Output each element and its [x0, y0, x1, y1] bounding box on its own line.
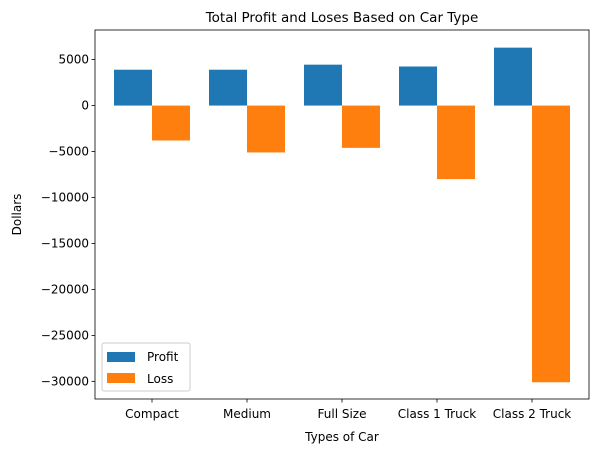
- y-tick-label: −20000: [41, 282, 89, 296]
- x-axis-ticks: Compact Medium Full Size Class 1 Truck Class…: [125, 399, 571, 421]
- y-axis-label: Dollars: [10, 194, 24, 236]
- bar-loss-compact: [152, 105, 190, 141]
- x-tick-label: Medium: [223, 407, 271, 421]
- y-axis-ticks: 5000 0 −5000 −10000 −15000 −20000 −25000 −30000: [41, 53, 95, 388]
- x-tick-label: Full Size: [318, 407, 367, 421]
- legend-swatch-loss: [107, 373, 135, 383]
- y-tick-label: −5000: [48, 145, 89, 159]
- legend-label-profit: Profit: [147, 350, 179, 364]
- bar-loss-class-1-truck: [437, 105, 475, 180]
- bar-profit-class-2-truck: [494, 47, 532, 106]
- x-axis-label: Types of Car: [304, 430, 379, 444]
- legend-swatch-profit: [107, 352, 135, 362]
- plot-frame: [94, 29, 590, 400]
- y-tick-label: 5000: [58, 53, 89, 67]
- y-tick-label: −10000: [41, 190, 89, 204]
- y-tick-label: 0: [81, 99, 89, 113]
- y-tick-label: −25000: [41, 328, 89, 342]
- x-tick-label: Compact: [125, 407, 179, 421]
- bar-loss-full-size: [342, 105, 380, 148]
- bar-loss-class-2-truck: [532, 105, 570, 383]
- y-tick-label: −30000: [41, 374, 89, 388]
- legend: Profit Loss: [101, 342, 191, 392]
- bar-profit-full-size: [304, 64, 342, 106]
- x-tick-label: Class 1 Truck: [398, 407, 477, 421]
- bar-profit-compact: [114, 69, 152, 106]
- legend-label-loss: Loss: [147, 372, 173, 386]
- bar-loss-medium: [247, 105, 285, 153]
- bars-layer: [114, 47, 570, 383]
- y-tick-label: −15000: [41, 236, 89, 250]
- x-tick-label: Class 2 Truck: [493, 407, 572, 421]
- bar-profit-medium: [209, 69, 247, 106]
- chart-title: Total Profit and Loses Based on Car Type: [205, 10, 479, 26]
- bar-profit-class-1-truck: [399, 66, 437, 106]
